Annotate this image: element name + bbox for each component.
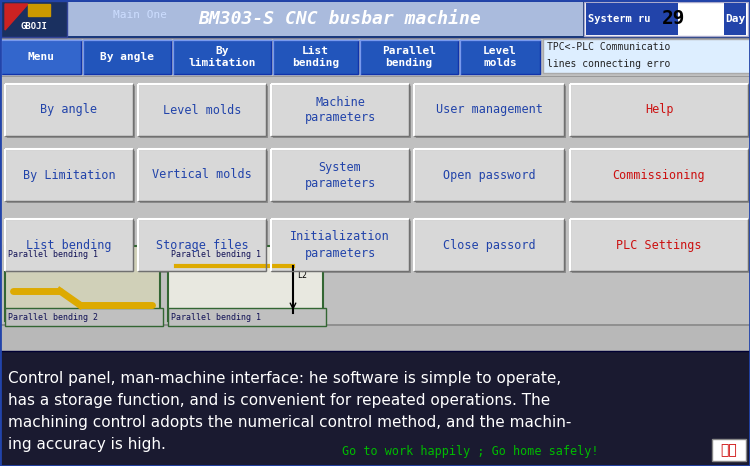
Text: L2: L2	[297, 272, 307, 281]
Text: lines connecting erro: lines connecting erro	[547, 59, 670, 69]
Text: TPC<-PLC Communicatio: TPC<-PLC Communicatio	[547, 42, 670, 52]
Text: Day: Day	[724, 14, 745, 24]
Text: Menu: Menu	[28, 52, 55, 62]
Bar	[570, 149, 748, 201]
Text: List
bending: List bending	[292, 46, 339, 68]
Polygon shape	[28, 4, 50, 16]
Bar	[5, 308, 163, 326]
Text: Level molds: Level molds	[163, 103, 242, 116]
Bar	[584, 2, 748, 36]
Text: System
parameters: System parameters	[304, 160, 376, 190]
Bar	[414, 84, 564, 136]
Bar	[5, 246, 160, 321]
Text: Control panel, man-machine interface: he software is simple to operate,: Control panel, man-machine interface: he…	[8, 371, 561, 386]
Text: 中文: 中文	[721, 443, 737, 457]
Text: PLC Settings: PLC Settings	[616, 239, 702, 252]
Bar	[416, 221, 566, 273]
Bar	[273, 86, 411, 138]
Bar	[168, 246, 323, 321]
Bar	[168, 308, 326, 326]
Bar	[5, 149, 133, 201]
Text: Parallel bending 2: Parallel bending 2	[8, 313, 98, 322]
FancyBboxPatch shape	[1, 40, 81, 74]
Bar	[140, 221, 268, 273]
Bar	[5, 84, 133, 136]
Bar	[0, 38, 750, 76]
Bar	[416, 151, 566, 203]
Text: Parallel
bending: Parallel bending	[382, 46, 436, 68]
FancyBboxPatch shape	[360, 40, 458, 74]
Bar	[5, 219, 133, 271]
Bar	[271, 219, 409, 271]
Text: Vertical molds: Vertical molds	[152, 169, 252, 181]
Bar	[273, 221, 411, 273]
Bar	[273, 151, 411, 203]
Bar	[570, 84, 748, 136]
Text: By angle: By angle	[40, 103, 98, 116]
Text: Close passord: Close passord	[442, 239, 536, 252]
Bar	[572, 221, 750, 273]
Bar	[7, 151, 135, 203]
Bar	[271, 84, 409, 136]
FancyBboxPatch shape	[460, 40, 540, 74]
Text: Help: Help	[645, 103, 674, 116]
Text: Main One: Main One	[113, 10, 167, 20]
Bar	[7, 86, 135, 138]
Text: Open password: Open password	[442, 169, 536, 181]
Bar	[0, 324, 750, 326]
Bar	[414, 219, 564, 271]
Text: machining control adopts the numerical control method, and the machin-: machining control adopts the numerical c…	[8, 415, 572, 430]
Bar	[138, 219, 266, 271]
Text: 29: 29	[662, 9, 686, 28]
Bar	[543, 39, 750, 73]
Bar	[138, 84, 266, 136]
Bar	[414, 149, 564, 201]
Text: BM303-S CNC busbar machine: BM303-S CNC busbar machine	[199, 10, 482, 28]
Bar	[572, 151, 750, 203]
Bar	[68, 2, 583, 36]
Bar	[724, 3, 746, 35]
Bar	[0, 76, 750, 326]
Bar	[140, 86, 268, 138]
Bar	[140, 151, 268, 203]
Text: Parallel bending 1: Parallel bending 1	[171, 250, 261, 259]
Text: Initialization
parameters: Initialization parameters	[290, 231, 390, 260]
Bar	[586, 3, 678, 35]
Polygon shape	[5, 4, 28, 30]
Text: Parallel bending 1: Parallel bending 1	[171, 313, 261, 322]
Text: User management: User management	[436, 103, 542, 116]
Text: By Limitation: By Limitation	[22, 169, 116, 181]
Text: Storage files: Storage files	[156, 239, 248, 252]
Bar	[0, 0, 750, 38]
Text: ing accuracy is high.: ing accuracy is high.	[8, 437, 166, 452]
Text: Parallel bending 1: Parallel bending 1	[8, 250, 98, 259]
Text: has a storage function, and is convenient for repeated operations. The: has a storage function, and is convenien…	[8, 393, 550, 408]
Bar	[1, 1, 67, 37]
Bar	[138, 149, 266, 201]
FancyBboxPatch shape	[83, 40, 171, 74]
Bar	[570, 219, 748, 271]
Text: List bending: List bending	[26, 239, 112, 252]
Bar	[271, 149, 409, 201]
Bar	[416, 86, 566, 138]
Text: GBOJI: GBOJI	[20, 22, 47, 31]
Text: Level
molds: Level molds	[483, 46, 517, 68]
FancyBboxPatch shape	[273, 40, 358, 74]
Bar	[712, 439, 746, 461]
Bar	[7, 221, 135, 273]
Text: By
limitation: By limitation	[188, 46, 256, 68]
Bar	[0, 351, 750, 466]
Text: By angle: By angle	[100, 52, 154, 62]
Text: Commissioning: Commissioning	[613, 169, 705, 181]
Bar	[572, 86, 750, 138]
FancyBboxPatch shape	[173, 40, 271, 74]
Text: Systerm ru: Systerm ru	[588, 14, 650, 24]
Text: Go to work happily ; Go home safely!: Go to work happily ; Go home safely!	[342, 445, 598, 459]
Text: Machine
parameters: Machine parameters	[304, 96, 376, 124]
